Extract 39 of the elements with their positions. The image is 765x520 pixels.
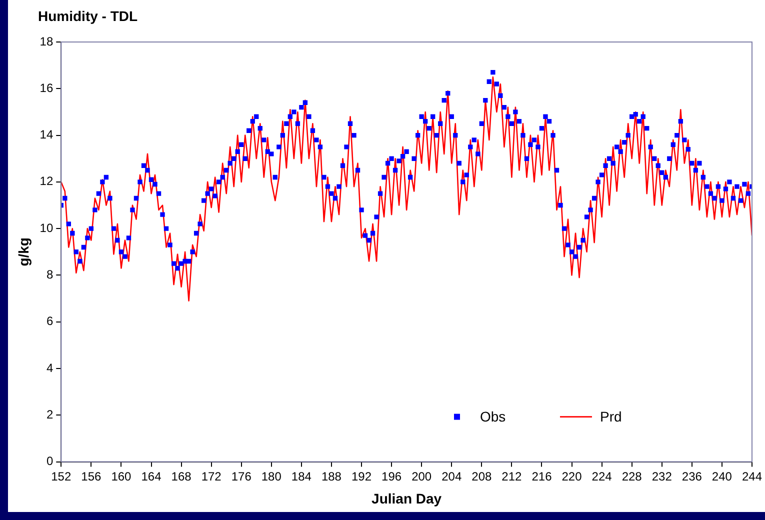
x-tick-label: 228 bbox=[622, 469, 642, 484]
y-tick-label: 14 bbox=[40, 128, 54, 142]
x-tick-label: 244 bbox=[742, 469, 762, 484]
x-tick-label: 232 bbox=[652, 469, 672, 484]
x-tick-label: 184 bbox=[291, 469, 312, 484]
x-tick-label: 192 bbox=[352, 469, 372, 484]
x-tick-label: 152 bbox=[51, 469, 72, 484]
x-tick-label: 236 bbox=[682, 469, 702, 484]
x-tick-label: 176 bbox=[231, 469, 252, 484]
x-axis-title: Julian Day bbox=[372, 490, 442, 506]
y-tick-label: 6 bbox=[46, 314, 54, 328]
y-tick-label: 16 bbox=[40, 80, 54, 95]
y-axis-title: g/kg bbox=[15, 238, 32, 266]
x-tick-label: 188 bbox=[321, 469, 342, 484]
x-tick-label: 160 bbox=[111, 469, 132, 484]
y-tick-label: 18 bbox=[40, 34, 54, 48]
x-tick-label: 240 bbox=[712, 469, 732, 484]
x-tick-label: 204 bbox=[442, 469, 462, 484]
x-tick-label: 196 bbox=[382, 469, 402, 484]
x-tick-label: 168 bbox=[171, 469, 192, 484]
y-tick-label: 12 bbox=[40, 174, 54, 188]
x-tick-label: 180 bbox=[261, 469, 282, 484]
legend-label: Prd bbox=[600, 408, 622, 425]
legend-label: Obs bbox=[480, 408, 506, 425]
x-tick-label: 208 bbox=[472, 469, 492, 484]
x-tick-label: 224 bbox=[592, 469, 612, 484]
x-tick-label: 216 bbox=[532, 469, 552, 484]
x-tick-label: 164 bbox=[141, 469, 162, 484]
x-tick-label: 156 bbox=[81, 469, 102, 484]
x-tick-label: 212 bbox=[502, 469, 522, 484]
y-tick-label: 8 bbox=[46, 268, 54, 282]
x-tick-label: 220 bbox=[562, 469, 582, 484]
y-tick-label: 4 bbox=[46, 360, 54, 375]
y-tick-label: 2 bbox=[46, 407, 54, 422]
chart-title: Humidity - TDL bbox=[38, 8, 138, 24]
y-tick-label: 0 bbox=[46, 454, 54, 468]
y-tick-label: 10 bbox=[40, 220, 54, 235]
x-tick-label: 172 bbox=[201, 469, 222, 484]
x-tick-label: 200 bbox=[412, 469, 432, 484]
